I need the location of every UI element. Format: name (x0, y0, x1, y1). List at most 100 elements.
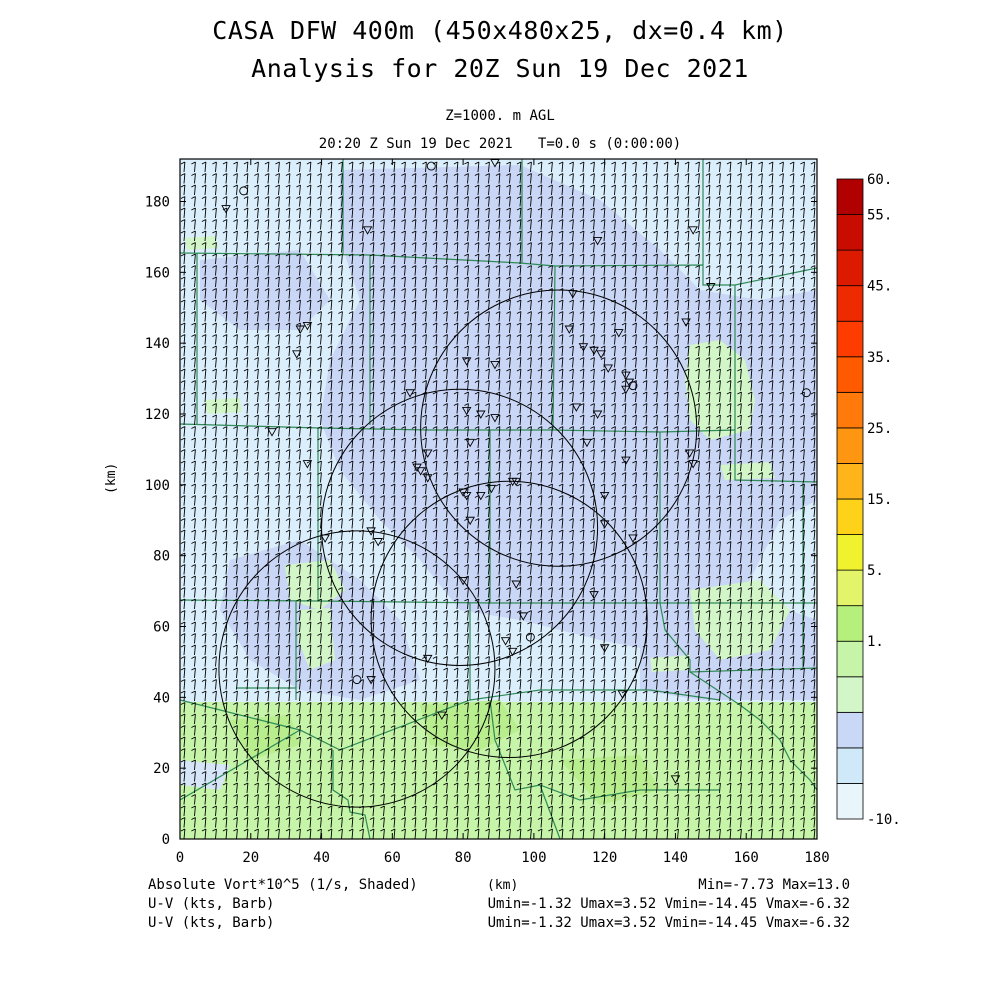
y-tick-label: 80 (153, 549, 170, 565)
x-tick-label: 140 (663, 850, 688, 866)
station-circle (628, 381, 638, 391)
station-triangle (461, 492, 472, 501)
level-label: Z=1000. m AGL (445, 108, 555, 124)
station-triangle (486, 484, 497, 494)
colorbar-swatch (836, 711, 864, 749)
field-patch-green (690, 580, 790, 660)
station-triangle (267, 428, 277, 437)
station-triangle (415, 467, 426, 476)
footer-stats3: Umin=-1.32 Umax=3.52 Vmin=-14.45 Vmax=-6… (487, 915, 850, 931)
colorbar-swatch (836, 320, 864, 358)
station-triangle (684, 449, 695, 458)
plot-title-line1: CASA DFW 400m (450x480x25, dx=0.4 km) (212, 16, 788, 45)
colorbar-label: 25. (867, 421, 892, 437)
y-tick-label: 100 (145, 478, 170, 494)
x-tick-label: 180 (804, 850, 829, 866)
station-triangle (688, 460, 698, 469)
station-circle (801, 388, 811, 398)
station-triangle (589, 346, 599, 356)
colorbar-swatch (836, 427, 864, 464)
station-triangle (507, 647, 518, 657)
footer-field3: U-V (kts, Barb) (148, 915, 275, 931)
colorbar-swatch (836, 640, 864, 678)
station-triangle (592, 410, 603, 419)
x-tick-label: 0 (176, 850, 184, 866)
colorbar-swatch (836, 534, 864, 571)
station-triangle (592, 237, 603, 246)
station-triangle (706, 283, 716, 292)
range-ring (218, 530, 496, 808)
y-tick-label: 0 (162, 832, 170, 848)
field-patch-green (685, 340, 755, 440)
colorbar-swatch (836, 178, 864, 215)
field-patch-green (650, 655, 690, 672)
station-triangle (461, 357, 472, 366)
station-triangle (405, 389, 415, 398)
station-triangle (621, 385, 631, 395)
colorbar-swatch (836, 463, 864, 500)
station-triangle (670, 775, 681, 784)
colorbar-label: -10. (867, 812, 901, 828)
field-patch-green (205, 398, 242, 414)
x-tick-label: 80 (455, 850, 472, 866)
station-triangle (589, 591, 599, 600)
station-triangle (681, 318, 691, 327)
station-triangle (302, 322, 313, 331)
station-triangle (578, 343, 589, 352)
plot-title-line2: Analysis for 20Z Sun 19 Dec 2021 (251, 54, 749, 83)
x-tick-label: 160 (734, 850, 759, 866)
station-triangle (564, 325, 575, 334)
station-triangle (596, 350, 606, 359)
y-axis-label: (km) (104, 462, 119, 494)
y-tick-label: 120 (145, 407, 170, 423)
colorbar-swatch (836, 605, 864, 642)
colorbar-swatch (836, 214, 864, 251)
station-triangle (422, 654, 433, 664)
x-tick-label: 60 (384, 850, 401, 866)
colorbar-swatch (836, 569, 864, 607)
station-triangle (302, 460, 313, 469)
y-axis: 0 20 40 60 80 100 120 140 160 180 (145, 195, 817, 848)
station-triangle (366, 527, 376, 536)
colorbar-swatch (836, 676, 864, 713)
station-triangle (320, 534, 330, 543)
station-markers (221, 159, 811, 784)
station-triangle (461, 407, 472, 416)
station-triangle (476, 492, 486, 501)
station-triangle (422, 474, 433, 483)
colorbar-swatch (836, 356, 864, 393)
wind-barbs (180, 161, 816, 839)
colorbar-swatch (836, 498, 864, 535)
station-triangle (221, 205, 231, 214)
footer-field2: U-V (kts, Barb) (148, 896, 275, 912)
y-tick-label: 160 (145, 265, 170, 281)
field-patch-green (720, 462, 775, 480)
y-tick-label: 180 (145, 195, 170, 211)
station-triangle (628, 534, 638, 543)
station-triangle (599, 520, 610, 529)
footer-field1: Absolute Vort*10^5 (1/s, Shaded) (148, 877, 418, 893)
colorbar-swatch (836, 783, 864, 820)
station-triangle (599, 644, 610, 653)
colorbar-label: 45. (867, 279, 892, 295)
station-circle (426, 161, 436, 171)
station-triangle (621, 371, 631, 380)
x-axis-label: (km) (487, 878, 519, 893)
station-triangle (490, 414, 500, 423)
colorbar-label: 55. (867, 208, 892, 224)
colorbar-label: 5. (867, 563, 884, 579)
station-triangle (621, 456, 631, 465)
station-triangle (476, 410, 486, 419)
field-patch-blue (320, 165, 817, 650)
station-triangle (292, 350, 302, 359)
station-triangle (366, 676, 376, 685)
station-circle (525, 632, 535, 642)
station-triangle (500, 637, 511, 646)
colorbar-swatch (836, 747, 864, 784)
y-tick-label: 140 (145, 336, 170, 352)
station-triangle (614, 329, 624, 338)
range-ring (420, 289, 698, 567)
station-triangle (490, 360, 500, 370)
x-axis: 0 20 40 60 80 100 120 140 160 180 (176, 159, 830, 866)
time-label: 20:20 Z Sun 19 Dec 2021 T=0.0 s (0:00:00… (318, 136, 682, 152)
